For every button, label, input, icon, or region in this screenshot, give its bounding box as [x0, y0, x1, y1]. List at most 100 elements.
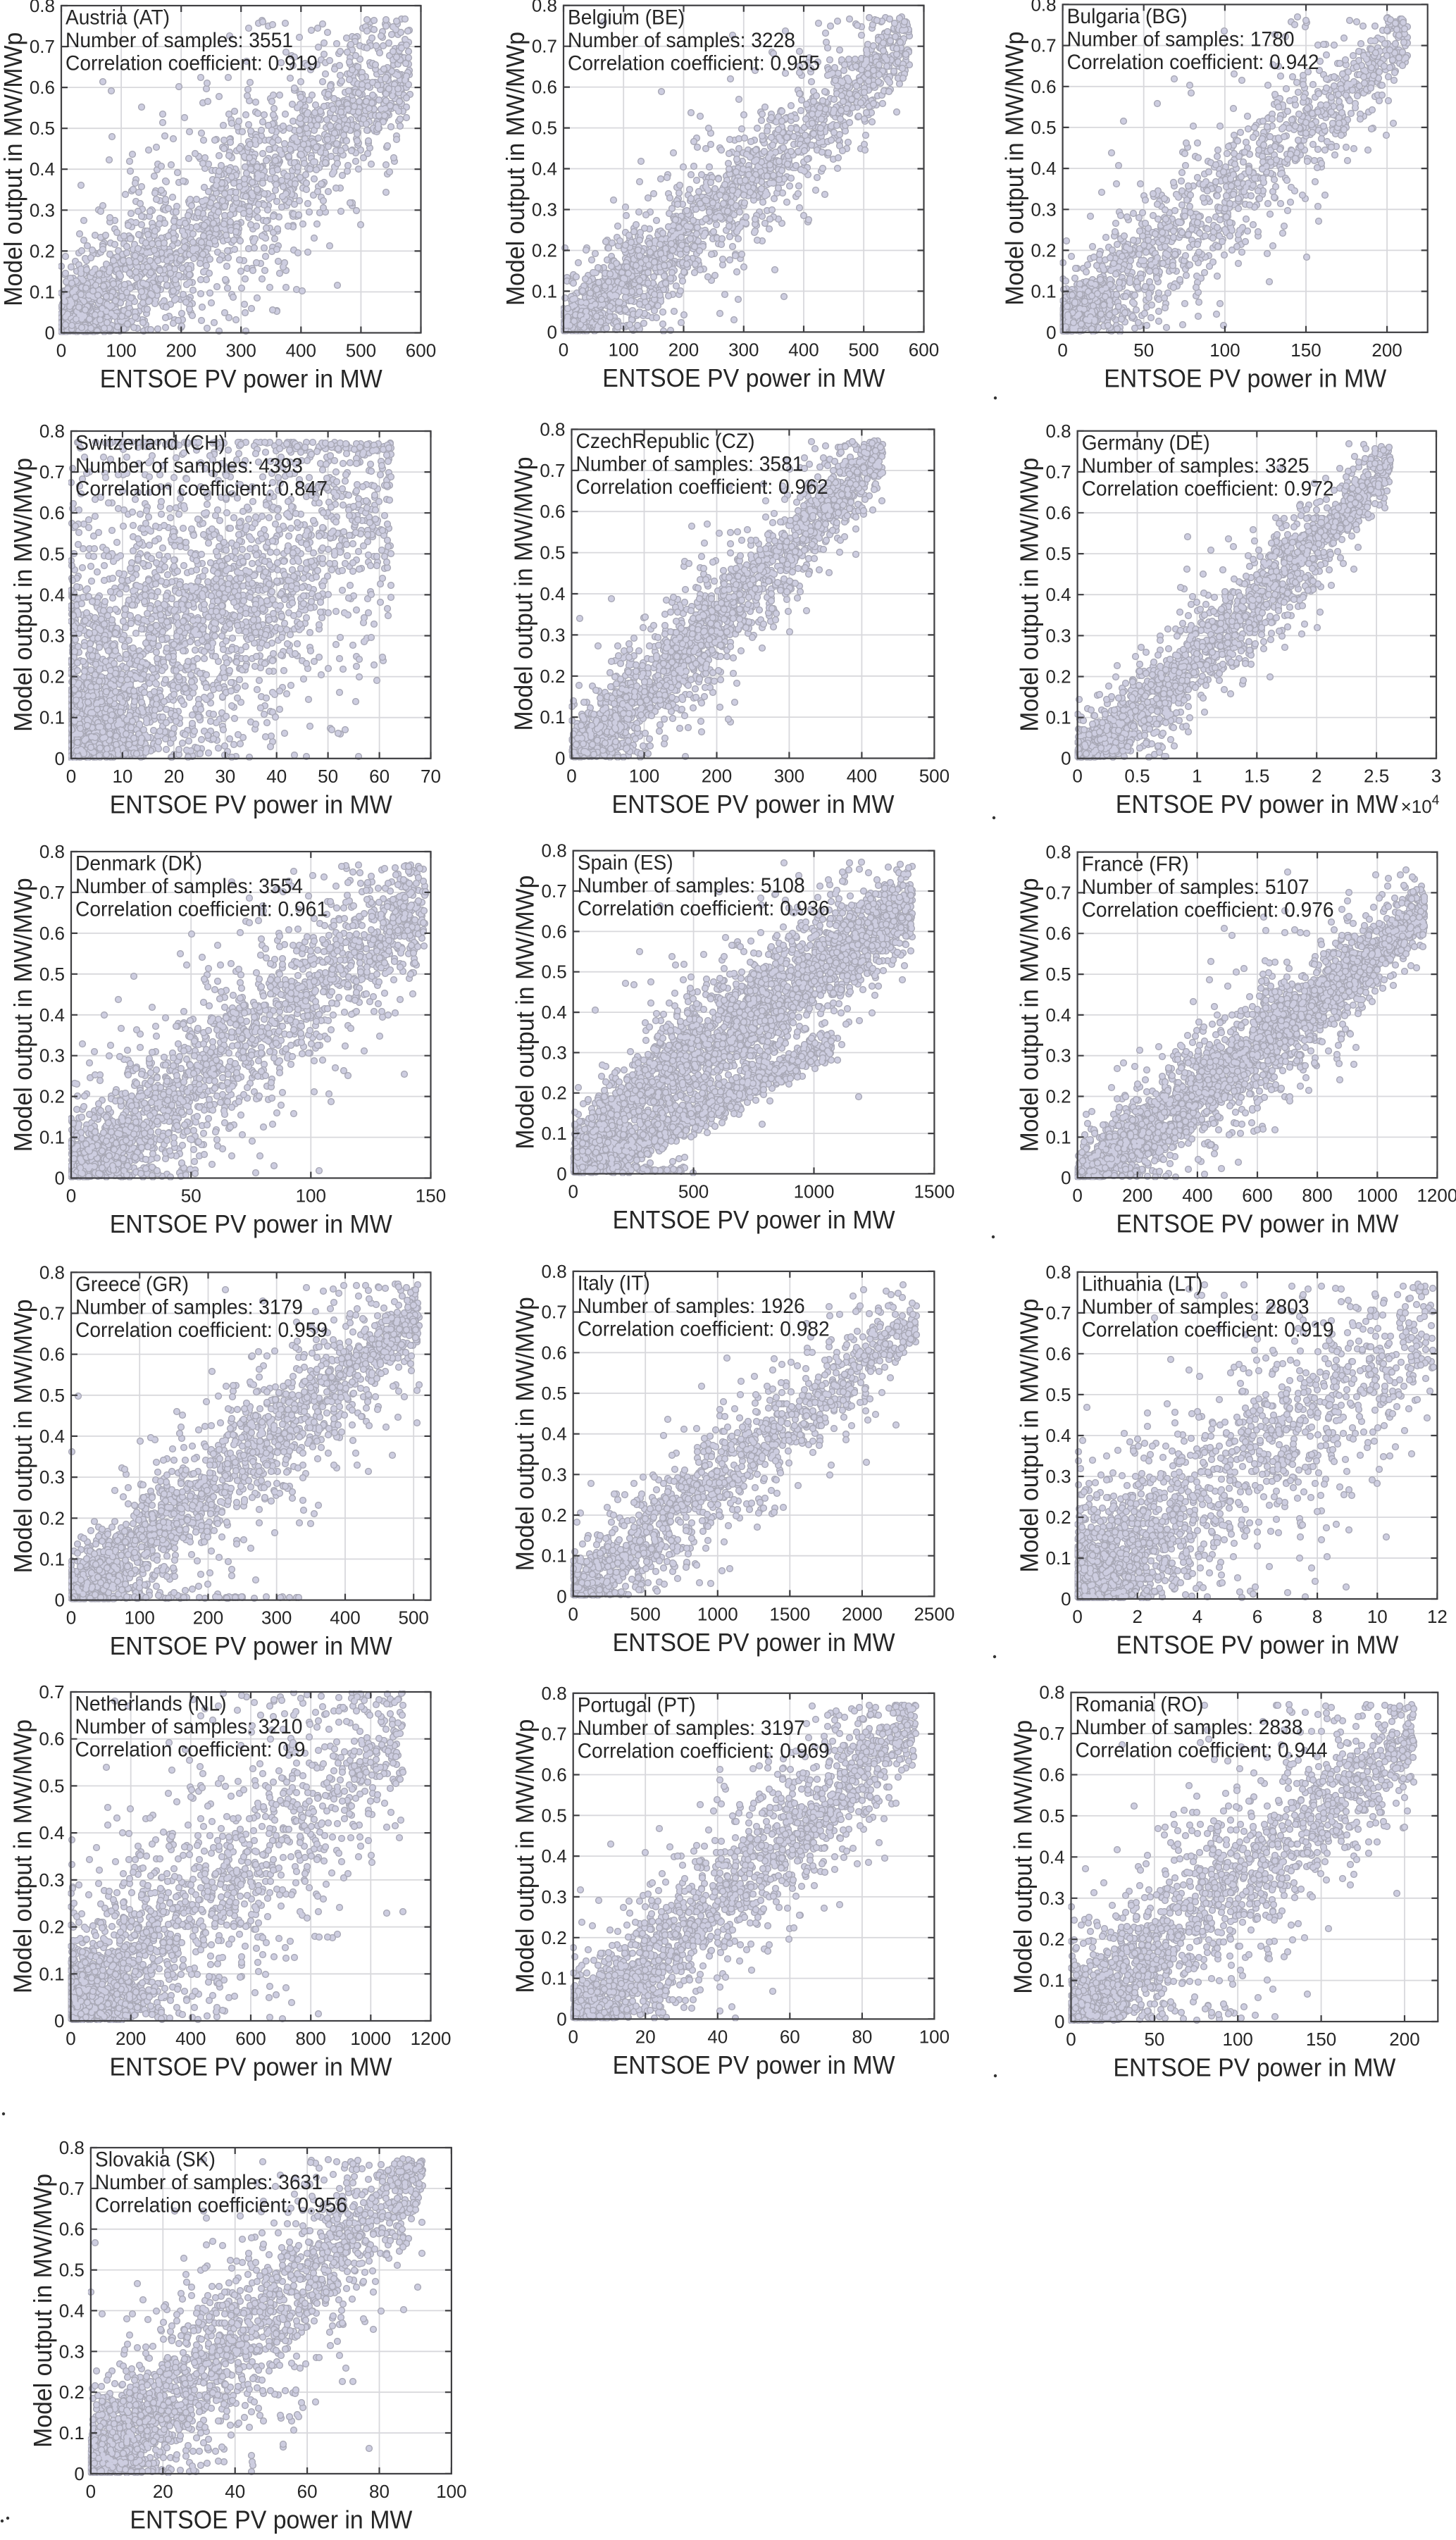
svg-text:0.8: 0.8: [542, 840, 567, 861]
svg-text:0: 0: [568, 2026, 578, 2047]
svg-text:1000: 1000: [794, 1181, 835, 1202]
svg-text:0.6: 0.6: [1045, 1343, 1071, 1364]
svg-text:0.2: 0.2: [1039, 1929, 1064, 1950]
svg-text:0.4: 0.4: [59, 2300, 85, 2321]
svg-text:0.1: 0.1: [30, 281, 55, 302]
svg-text:1500: 1500: [769, 1603, 810, 1624]
svg-text:0.2: 0.2: [542, 1083, 567, 1104]
svg-text:300: 300: [728, 339, 759, 360]
svg-text:ENTSOE PV power in MW: ENTSOE PV power in MW: [612, 790, 895, 818]
svg-text:200: 200: [668, 339, 699, 360]
svg-text:Correlation coefficient: 0.969: Correlation coefficient: 0.969: [578, 1740, 830, 1763]
svg-text:0.3: 0.3: [540, 624, 565, 645]
svg-text:2500: 2500: [914, 1603, 954, 1624]
svg-text:0.2: 0.2: [59, 2382, 85, 2403]
svg-text:0.7: 0.7: [39, 1303, 65, 1324]
svg-text:0.4: 0.4: [532, 158, 557, 180]
svg-text:0.5: 0.5: [39, 964, 65, 985]
svg-text:100: 100: [609, 339, 639, 360]
svg-text:100: 100: [919, 2026, 950, 2047]
svg-text:×104: ×104: [1401, 793, 1440, 817]
svg-text:2.5: 2.5: [1364, 766, 1389, 787]
svg-text:0.5: 0.5: [542, 1805, 567, 1826]
svg-text:500: 500: [346, 340, 376, 361]
svg-text:0: 0: [1054, 2011, 1064, 2032]
svg-text:0: 0: [566, 766, 576, 787]
svg-text:0.6: 0.6: [540, 501, 565, 522]
svg-text:0.2: 0.2: [542, 1505, 567, 1526]
svg-text:Number of samples: 3554: Number of samples: 3554: [75, 875, 303, 898]
svg-text:100: 100: [106, 340, 136, 361]
svg-text:1: 1: [1192, 766, 1202, 787]
svg-text:0.6: 0.6: [59, 2219, 85, 2240]
svg-text:Number of samples: 3210: Number of samples: 3210: [75, 1715, 303, 1738]
svg-text:150: 150: [416, 1185, 446, 1207]
svg-text:500: 500: [919, 766, 950, 787]
svg-text:400: 400: [788, 339, 819, 360]
svg-text:200: 200: [116, 2028, 146, 2049]
svg-text:8: 8: [1312, 1606, 1322, 1627]
svg-text:0: 0: [568, 1181, 578, 1202]
svg-text:Spain (ES): Spain (ES): [578, 851, 673, 874]
svg-text:Netherlands (NL): Netherlands (NL): [75, 1693, 227, 1716]
svg-text:0.2: 0.2: [30, 240, 55, 261]
svg-text:0.1: 0.1: [1039, 1970, 1064, 1991]
svg-text:Correlation coefficient: 0.972: Correlation coefficient: 0.972: [1082, 478, 1334, 501]
svg-text:Model output in MW/MWp: Model output in MW/MWp: [8, 458, 37, 732]
svg-text:0.2: 0.2: [1045, 666, 1071, 687]
svg-text:Model output in MW/MWp: Model output in MW/MWp: [8, 1719, 37, 1993]
svg-text:Portugal (PT): Portugal (PT): [578, 1694, 696, 1717]
svg-text:ENTSOE PV power in MW: ENTSOE PV power in MW: [613, 1628, 895, 1657]
svg-text:0.3: 0.3: [532, 199, 557, 220]
svg-text:0: 0: [1072, 1606, 1082, 1627]
svg-text:0.5: 0.5: [1045, 543, 1071, 564]
svg-text:Correlation coefficient: 0.962: Correlation coefficient: 0.962: [576, 475, 828, 499]
svg-text:0: 0: [1061, 1588, 1071, 1610]
svg-text:ENTSOE PV power in MW: ENTSOE PV power in MW: [110, 790, 392, 818]
svg-text:0: 0: [1057, 340, 1067, 361]
svg-text:0: 0: [547, 321, 557, 342]
svg-text:0: 0: [55, 1590, 65, 1611]
svg-text:Model output in MW/MWp: Model output in MW/MWp: [28, 2174, 57, 2448]
svg-text:0.1: 0.1: [540, 706, 565, 728]
svg-text:0.8: 0.8: [532, 0, 557, 16]
svg-text:Correlation coefficient: 0.919: Correlation coefficient: 0.919: [1082, 1319, 1334, 1342]
svg-text:0.8: 0.8: [59, 2137, 85, 2158]
svg-text:0.1: 0.1: [39, 707, 65, 728]
svg-text:0.8: 0.8: [39, 841, 65, 862]
svg-text:0.6: 0.6: [30, 77, 55, 98]
svg-text:0.8: 0.8: [542, 1683, 567, 1704]
svg-text:ENTSOE PV power in MW: ENTSOE PV power in MW: [1116, 790, 1398, 818]
svg-text:0.1: 0.1: [1031, 281, 1056, 302]
svg-text:0.1: 0.1: [1045, 1548, 1071, 1569]
svg-text:0: 0: [1061, 748, 1071, 769]
svg-text:France (FR): France (FR): [1082, 852, 1189, 876]
svg-text:0: 0: [1072, 1185, 1082, 1206]
svg-text:0.4: 0.4: [542, 1002, 567, 1023]
svg-text:0.6: 0.6: [542, 1764, 567, 1786]
svg-text:0.7: 0.7: [540, 460, 565, 481]
svg-text:100: 100: [125, 1607, 155, 1629]
svg-text:0.7: 0.7: [542, 1302, 567, 1323]
svg-text:0: 0: [66, 1185, 76, 1207]
svg-text:0: 0: [66, 1607, 76, 1629]
svg-text:ENTSOE PV power in MW: ENTSOE PV power in MW: [100, 364, 382, 393]
svg-text:50: 50: [181, 1185, 201, 1207]
svg-text:1000: 1000: [697, 1603, 738, 1624]
svg-text:0.1: 0.1: [532, 280, 557, 301]
svg-text:0.3: 0.3: [59, 2341, 85, 2362]
svg-text:0.4: 0.4: [39, 1004, 65, 1026]
svg-text:500: 500: [399, 1607, 429, 1629]
svg-text:0.6: 0.6: [542, 921, 567, 942]
svg-text:Correlation coefficient: 0.9: Correlation coefficient: 0.9: [75, 1738, 306, 1762]
svg-text:0.8: 0.8: [1045, 842, 1071, 863]
svg-text:0: 0: [568, 1603, 578, 1624]
svg-text:0.5: 0.5: [1045, 964, 1071, 985]
svg-text:Number of samples: 3551: Number of samples: 3551: [66, 29, 293, 52]
svg-text:1000: 1000: [350, 2028, 391, 2049]
svg-text:0.5: 0.5: [39, 543, 65, 564]
svg-text:Number of samples: 3179: Number of samples: 3179: [75, 1296, 303, 1319]
svg-text:Model output in MW/MWp: Model output in MW/MWp: [0, 32, 27, 306]
svg-text:Number of samples: 1926: Number of samples: 1926: [578, 1295, 805, 1318]
svg-text:600: 600: [1242, 1185, 1272, 1206]
